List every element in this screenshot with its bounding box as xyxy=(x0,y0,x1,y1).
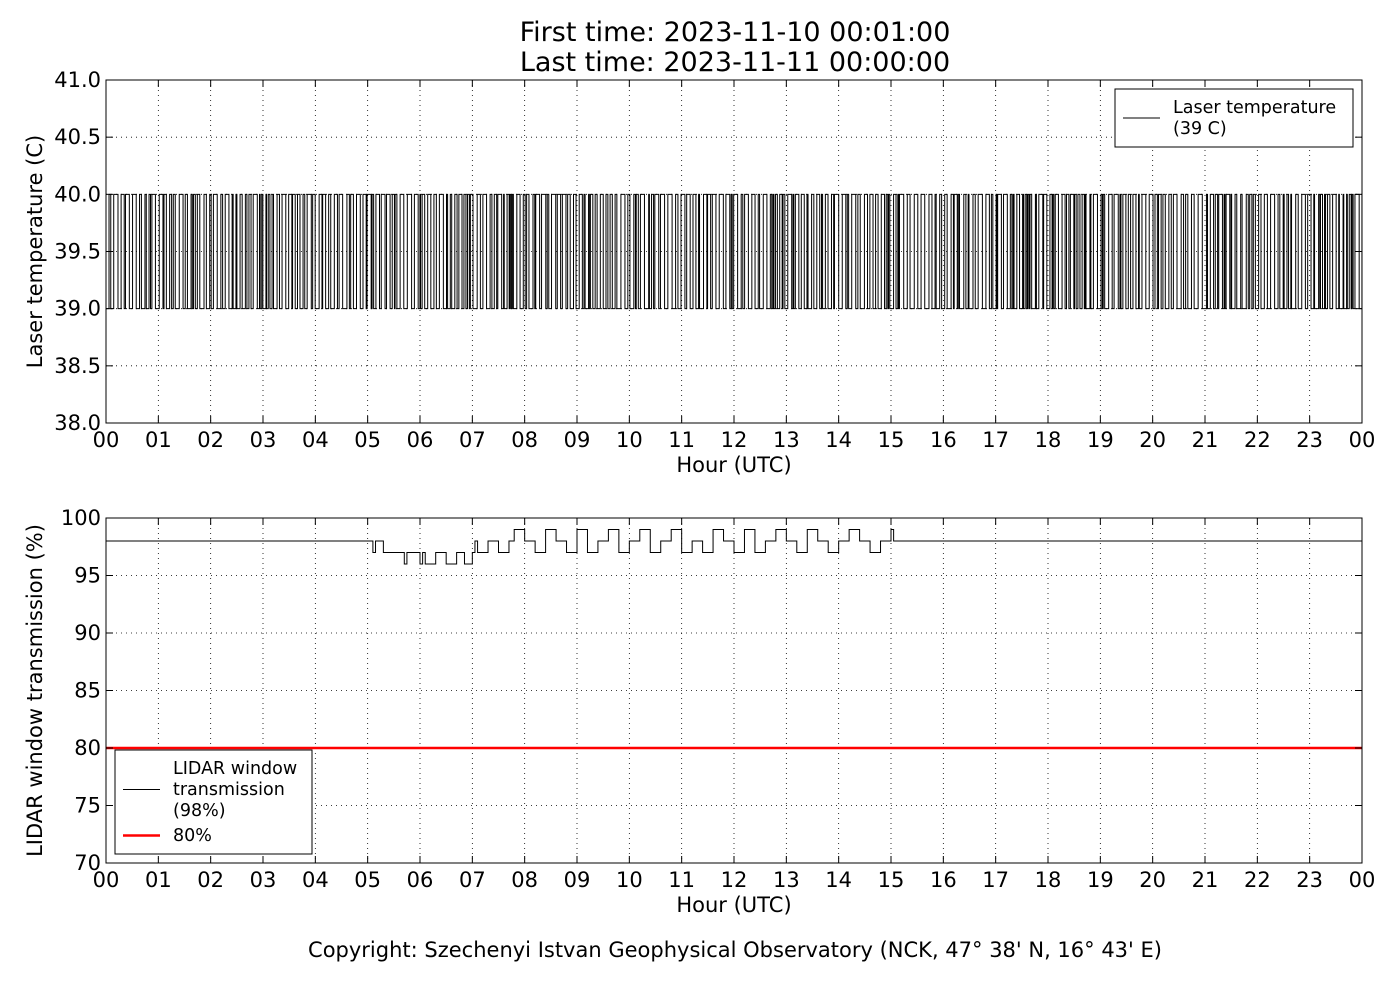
x-tick-label: 02 xyxy=(197,868,224,892)
x-tick-label: 16 xyxy=(930,428,957,452)
x-tick-label: 20 xyxy=(1139,428,1166,452)
y-tick-label: 70 xyxy=(74,851,101,875)
x-tick-label: 02 xyxy=(197,428,224,452)
x-tick-label: 15 xyxy=(878,868,905,892)
x-tick-label: 11 xyxy=(668,428,695,452)
x-tick-label: 17 xyxy=(982,428,1009,452)
y-tick-label: 40.5 xyxy=(54,125,101,149)
y-axis-label: LIDAR window transmission (%) xyxy=(23,524,47,857)
x-tick-label: 07 xyxy=(459,428,486,452)
x-tick-label: 22 xyxy=(1244,868,1271,892)
series-line-1 xyxy=(106,193,1363,310)
x-axis-label: Hour (UTC) xyxy=(676,893,791,917)
legend: Laser temperature(39 C) xyxy=(1114,88,1354,148)
legend-label-1: LIDAR window xyxy=(173,759,297,779)
chart-1: 00 01 02 03 04 05 06 07 08 09 10 11 12 13 14 15 16 17 18 19… xyxy=(23,68,1375,477)
figure-title-first-time: First time: 2023-11-10 00:01:00 xyxy=(519,17,951,48)
x-tick-label: 06 xyxy=(407,428,434,452)
x-tick-label: 05 xyxy=(354,868,381,892)
x-tick-label: 09 xyxy=(564,868,591,892)
y-tick-label: 41.0 xyxy=(54,68,101,92)
legend-label-1: Laser temperature xyxy=(1173,98,1336,118)
y-tick-label: 95 xyxy=(74,564,101,588)
x-tick-label: 00 xyxy=(93,428,120,452)
y-tick-label: 40.0 xyxy=(54,182,101,206)
x-tick-label: 04 xyxy=(302,868,329,892)
x-tick-label: 11 xyxy=(668,868,695,892)
y-tick-label: 85 xyxy=(74,679,101,703)
y-tick-label: 100 xyxy=(61,506,101,530)
chart-2: 00 01 02 03 04 05 06 07 08 09 10 11 12 13 14 15 16 17 18 19… xyxy=(23,506,1375,917)
y-tick-label: 39.5 xyxy=(54,240,101,264)
x-tick-label: 15 xyxy=(878,428,905,452)
x-tick-label: 12 xyxy=(721,868,748,892)
x-tick-label: 08 xyxy=(511,428,538,452)
x-tick-label: 12 xyxy=(721,428,748,452)
figure-title-last-time: Last time: 2023-11-11 00:00:00 xyxy=(519,47,951,78)
x-tick-label: 18 xyxy=(1035,428,1062,452)
x-tick-label: 05 xyxy=(354,428,381,452)
x-tick-label: 23 xyxy=(1296,868,1323,892)
x-tick-label: 03 xyxy=(250,868,277,892)
x-tick-label: 19 xyxy=(1087,428,1114,452)
x-tick-label: 01 xyxy=(145,868,172,892)
y-tick-label: 90 xyxy=(74,621,101,645)
x-tick-label: 14 xyxy=(825,428,852,452)
y-tick-label: 38.0 xyxy=(54,411,101,435)
x-tick-label: 17 xyxy=(982,868,1009,892)
x-tick-label: 00 xyxy=(1349,868,1376,892)
x-tick-label: 06 xyxy=(407,868,434,892)
x-tick-label: 09 xyxy=(564,428,591,452)
x-tick-label: 19 xyxy=(1087,868,1114,892)
y-axis-label: Laser temperature (C) xyxy=(23,135,47,368)
x-tick-label: 21 xyxy=(1192,428,1219,452)
x-tick-label: 08 xyxy=(511,868,538,892)
series-line-1 xyxy=(106,529,1362,565)
x-tick-label: 04 xyxy=(302,428,329,452)
x-tick-label: 10 xyxy=(616,428,643,452)
x-tick-label: 00 xyxy=(1349,428,1376,452)
x-tick-label: 01 xyxy=(145,428,172,452)
x-tick-label: 20 xyxy=(1139,868,1166,892)
x-tick-label: 23 xyxy=(1296,428,1323,452)
y-tick-label: 39.0 xyxy=(54,297,101,321)
x-tick-label: 00 xyxy=(93,868,120,892)
x-tick-label: 07 xyxy=(459,868,486,892)
y-tick-label: 80 xyxy=(74,736,101,760)
x-tick-label: 18 xyxy=(1035,868,1062,892)
legend-label-1: transmission xyxy=(173,780,285,800)
y-tick-label: 38.5 xyxy=(54,354,101,378)
x-tick-label: 13 xyxy=(773,428,800,452)
legend-label-1: (98%) xyxy=(173,801,226,821)
x-tick-label: 13 xyxy=(773,868,800,892)
copyright-text: Copyright: Szechenyi Istvan Geophysical … xyxy=(308,938,1162,962)
x-axis-label: Hour (UTC) xyxy=(676,453,791,477)
x-tick-label: 21 xyxy=(1192,868,1219,892)
x-tick-label: 16 xyxy=(930,868,957,892)
x-tick-label: 22 xyxy=(1244,428,1271,452)
x-tick-label: 10 xyxy=(616,868,643,892)
legend-label-2: 80% xyxy=(173,826,212,846)
y-tick-label: 75 xyxy=(74,794,101,818)
x-tick-label: 03 xyxy=(250,428,277,452)
legend-label-1: (39 C) xyxy=(1173,119,1227,139)
x-tick-label: 14 xyxy=(825,868,852,892)
